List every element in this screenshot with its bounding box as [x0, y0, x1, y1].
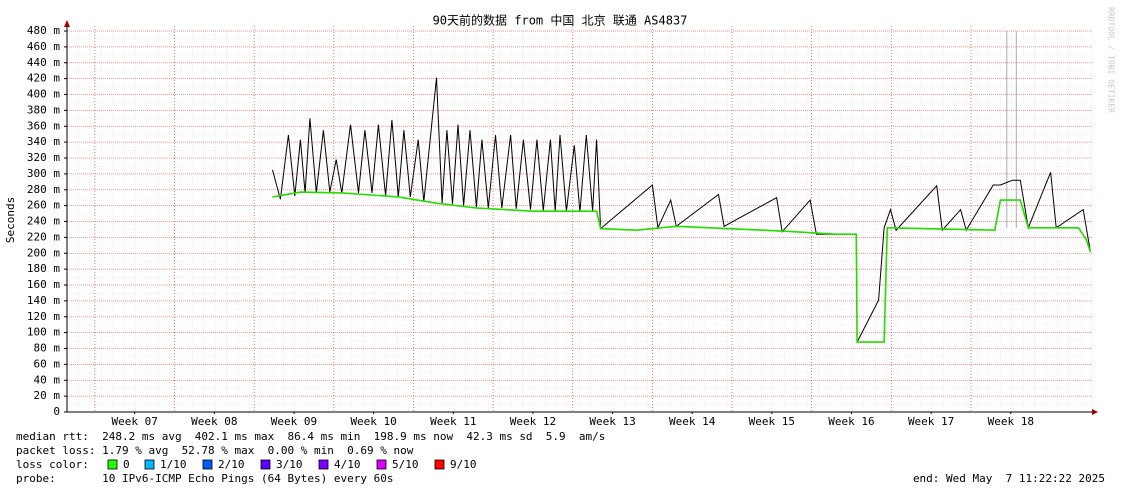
y-arrow [64, 20, 70, 27]
y-tick-label: 440 m [27, 56, 60, 69]
y-tick-label: 340 m [27, 135, 60, 148]
y-tick-label: 400 m [27, 88, 60, 101]
probe-info: probe: 10 IPv6-ICMP Echo Pings (64 Bytes… [16, 472, 394, 485]
y-tick-label: 120 m [27, 310, 60, 323]
y-tick-label: 60 m [34, 357, 61, 370]
watermark: RRDTOOL / TOBI OETIKER [1107, 7, 1116, 113]
loss-swatch [202, 459, 213, 470]
series-line [1006, 31, 1017, 228]
x-tick-label: Week 11 [430, 415, 476, 428]
x-tick-label: Week 13 [589, 415, 635, 428]
end-time: end: Wed May 7 11:22:22 2025 [913, 472, 1105, 485]
loss-swatch [434, 459, 445, 470]
loss-swatch [260, 459, 271, 470]
loss-swatch [318, 459, 329, 470]
y-tick-label: 220 m [27, 230, 60, 243]
grid [64, 26, 1092, 414]
loss-label: 9/10 [450, 458, 477, 471]
y-tick-label: 140 m [27, 294, 60, 307]
y-tick-label: 20 m [34, 389, 61, 402]
x-arrow [1092, 409, 1098, 415]
loss-label: 5/10 [392, 458, 419, 471]
y-tick-label: 260 m [27, 199, 60, 212]
x-tick-label: Week 18 [988, 415, 1034, 428]
chart-title: 90天前的数据 from 中国 北京 联通 AS4837 [433, 13, 688, 28]
y-tick-label: 80 m [34, 342, 61, 355]
y-tick-label: 480 m [27, 24, 60, 37]
x-tick-label: Week 15 [749, 415, 795, 428]
loss-swatch [376, 459, 387, 470]
y-tick-label: 380 m [27, 103, 60, 116]
loss-label: 4/10 [334, 458, 361, 471]
y-tick-label: 460 m [27, 40, 60, 53]
y-tick-label: 300 m [27, 167, 60, 180]
median-stats: median rtt: 248.2 ms avg 402.1 ms max 86… [16, 430, 605, 443]
plot [272, 31, 1092, 343]
x-tick-label: Week 12 [510, 415, 556, 428]
y-tick-label: 180 m [27, 262, 60, 275]
loss-label: 3/10 [276, 458, 303, 471]
x-tick-label: Week 10 [350, 415, 396, 428]
y-tick-label: 0 [53, 405, 60, 418]
y-tick-label: 100 m [27, 326, 60, 339]
loss-label: 1/10 [160, 458, 187, 471]
loss-label: 2/10 [218, 458, 245, 471]
loss-swatch [144, 459, 155, 470]
y-axis-label: Seconds [4, 197, 17, 243]
loss-color-label: loss color: [16, 458, 89, 471]
series-line [272, 77, 1091, 343]
y-tick-label: 160 m [27, 278, 60, 291]
y-tick-label: 320 m [27, 151, 60, 164]
y-tick-label: 240 m [27, 215, 60, 228]
x-tick-label: Week 16 [828, 415, 874, 428]
loss-label: 0 [123, 458, 130, 471]
series-line [272, 191, 1092, 343]
loss-legend: 0 1/10 2/10 3/10 4/10 5/10 9/10 [107, 458, 477, 471]
y-tick-label: 200 m [27, 246, 60, 259]
x-tick-label: Week 08 [191, 415, 237, 428]
y-tick-label: 280 m [27, 183, 60, 196]
y-tick-label: 420 m [27, 72, 60, 85]
x-tick-label: Week 07 [112, 415, 158, 428]
y-tick-label: 360 m [27, 119, 60, 132]
x-tick-label: Week 17 [908, 415, 954, 428]
x-tick-label: Week 09 [271, 415, 317, 428]
x-tick-label: Week 14 [669, 415, 716, 428]
y-tick-label: 40 m [34, 373, 61, 386]
loss-swatch [107, 459, 118, 470]
loss-stats: packet loss: 1.79 % avg 52.78 % max 0.00… [16, 444, 414, 457]
